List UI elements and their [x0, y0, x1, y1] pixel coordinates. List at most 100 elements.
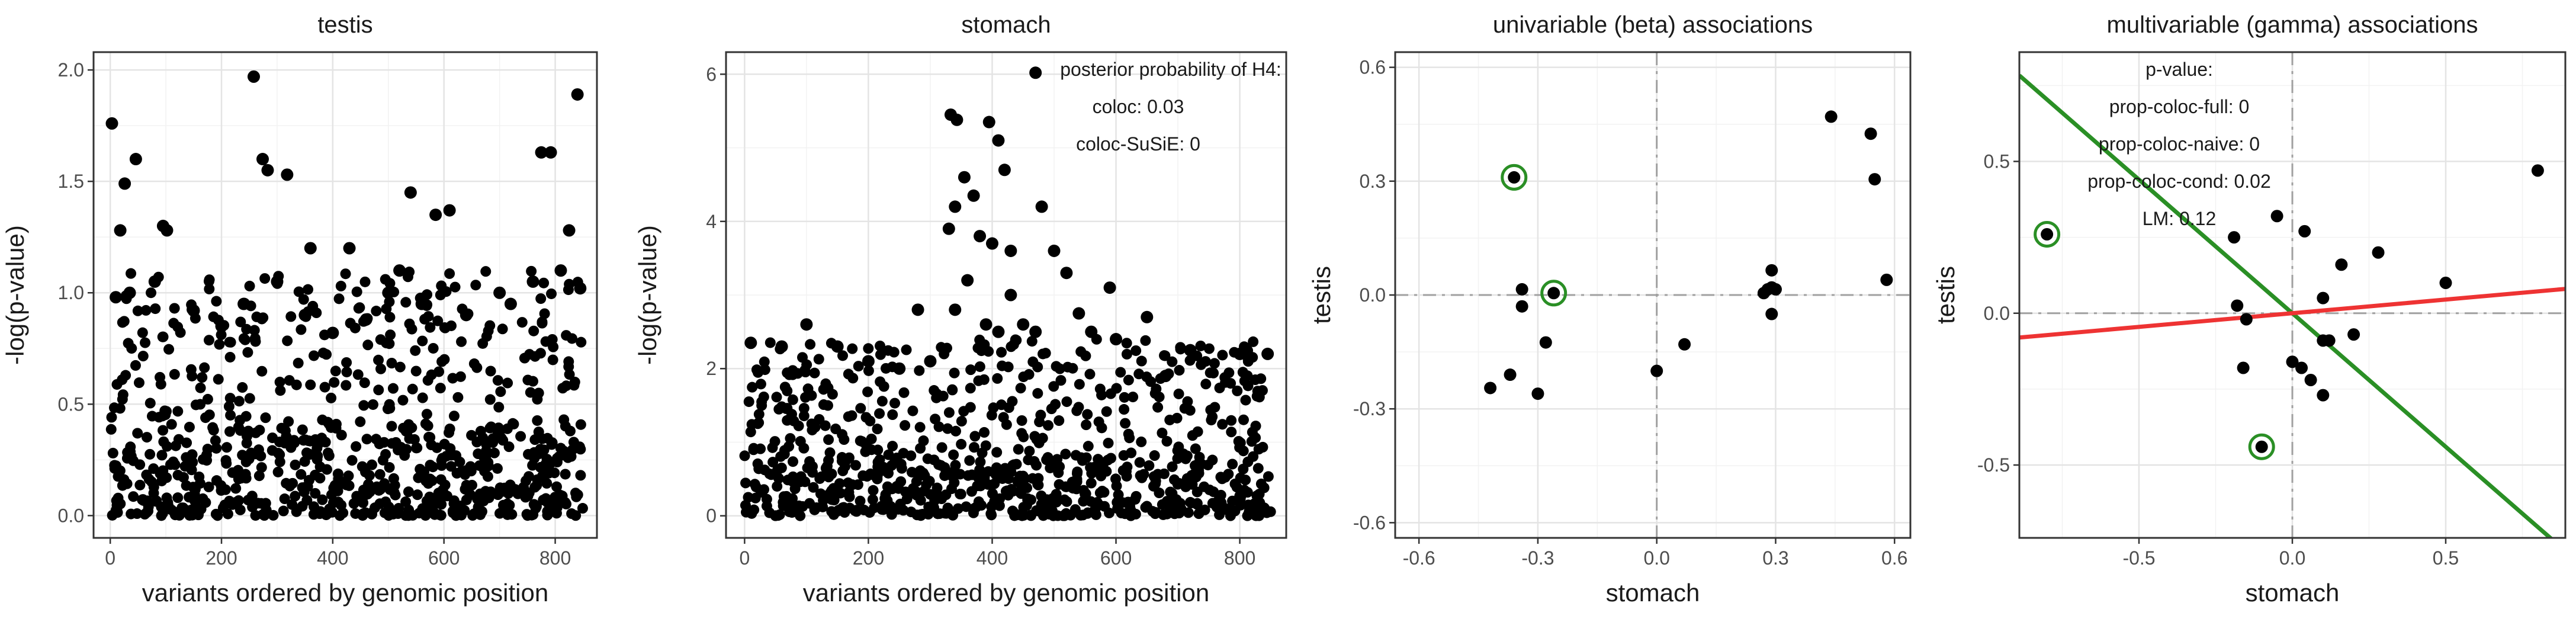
- x-tick-label: 0: [105, 547, 115, 569]
- data-point: [1484, 381, 1497, 395]
- data-point: [170, 440, 181, 451]
- data-point: [452, 392, 464, 403]
- data-point: [156, 450, 168, 461]
- data-point: [456, 466, 467, 477]
- data-point: [310, 506, 322, 517]
- data-point: [1140, 335, 1151, 346]
- data-point: [1045, 462, 1056, 473]
- data-point: [397, 395, 409, 406]
- data-point: [140, 337, 151, 348]
- data-point: [114, 465, 126, 476]
- data-point: [1035, 200, 1048, 213]
- data-point: [137, 351, 149, 362]
- data-point: [293, 286, 304, 297]
- x-tick-label: 200: [205, 547, 237, 569]
- data-point: [494, 508, 506, 519]
- data-point: [979, 339, 990, 350]
- data-point: [940, 489, 952, 501]
- data-point: [564, 369, 575, 380]
- data-point: [221, 442, 232, 453]
- data-point: [515, 431, 526, 442]
- data-point: [166, 504, 177, 515]
- data-point: [1055, 375, 1067, 386]
- data-point: [1053, 479, 1065, 490]
- data-point: [343, 242, 356, 255]
- data-point: [932, 482, 943, 493]
- data-point: [544, 146, 557, 159]
- data-point: [1042, 453, 1053, 464]
- data-point: [1040, 348, 1051, 359]
- x-tick-label: 200: [853, 547, 884, 569]
- data-point: [526, 275, 539, 288]
- data-point: [298, 294, 309, 305]
- data-point: [947, 471, 958, 482]
- x-tick-label: -0.6: [1403, 547, 1435, 569]
- data-point: [493, 286, 506, 299]
- data-point: [753, 463, 765, 474]
- data-point: [901, 344, 912, 355]
- x-tick-label: 800: [539, 547, 571, 569]
- data-point: [875, 340, 886, 351]
- data-point: [130, 360, 141, 371]
- annotation-line: p-value:: [2145, 59, 2213, 80]
- data-point: [808, 482, 819, 493]
- data-point: [988, 402, 999, 413]
- data-point: [992, 373, 1003, 384]
- data-point: [531, 501, 542, 512]
- data-point: [256, 365, 268, 377]
- data-point: [827, 389, 838, 400]
- data-point: [155, 379, 166, 390]
- data-point: [282, 335, 293, 347]
- data-point: [1508, 171, 1521, 184]
- data-point: [432, 315, 444, 326]
- data-point: [291, 506, 302, 517]
- data-point: [574, 282, 587, 295]
- data-point: [740, 477, 751, 489]
- data-point: [417, 392, 428, 403]
- data-point: [148, 482, 159, 493]
- data-point: [1249, 498, 1260, 509]
- data-point: [2228, 231, 2241, 244]
- data-point: [846, 410, 857, 421]
- data-point: [394, 361, 406, 373]
- panel-2: 0 200 400 600 800 0 2 4 6 stomach variants ordered…: [634, 12, 1287, 607]
- data-point: [887, 441, 898, 452]
- data-point: [1013, 444, 1024, 455]
- data-point: [1136, 355, 1147, 367]
- data-point: [866, 444, 877, 456]
- panel-3: -0.6 -0.3 0.0 0.3 0.6 -0.6 -0.3 0.0 0.3 0.6 univar…: [1308, 12, 1912, 607]
- data-point: [140, 304, 152, 316]
- annotation-line: prop-coloc-cond: 0.02: [2087, 171, 2271, 192]
- data-point: [134, 479, 146, 490]
- data-point: [1134, 457, 1145, 468]
- data-point: [879, 493, 891, 504]
- data-point: [1159, 350, 1171, 361]
- data-point: [1157, 427, 1168, 438]
- data-point: [1047, 493, 1058, 504]
- data-point: [1154, 392, 1165, 403]
- data-point: [1257, 441, 1268, 453]
- data-point: [1037, 432, 1048, 444]
- data-point: [555, 489, 566, 501]
- data-point: [823, 472, 834, 483]
- data-point: [1189, 460, 1200, 472]
- data-point: [918, 435, 929, 447]
- data-point: [1004, 467, 1016, 478]
- data-point: [1184, 405, 1196, 416]
- panel-title: univariable (beta) associations: [1493, 12, 1813, 38]
- data-point: [893, 362, 906, 375]
- data-point: [1017, 318, 1030, 331]
- data-point: [563, 224, 576, 237]
- data-point: [1238, 463, 1249, 474]
- y-axis-label: testis: [1308, 266, 1335, 324]
- data-point: [823, 434, 834, 445]
- data-point: [1119, 392, 1130, 403]
- data-point: [435, 383, 446, 394]
- data-point: [568, 380, 580, 391]
- data-point: [849, 505, 860, 517]
- data-point: [1235, 472, 1246, 483]
- data-point: [546, 439, 557, 450]
- data-point: [394, 442, 406, 453]
- data-point: [2231, 299, 2244, 312]
- data-point: [412, 489, 423, 501]
